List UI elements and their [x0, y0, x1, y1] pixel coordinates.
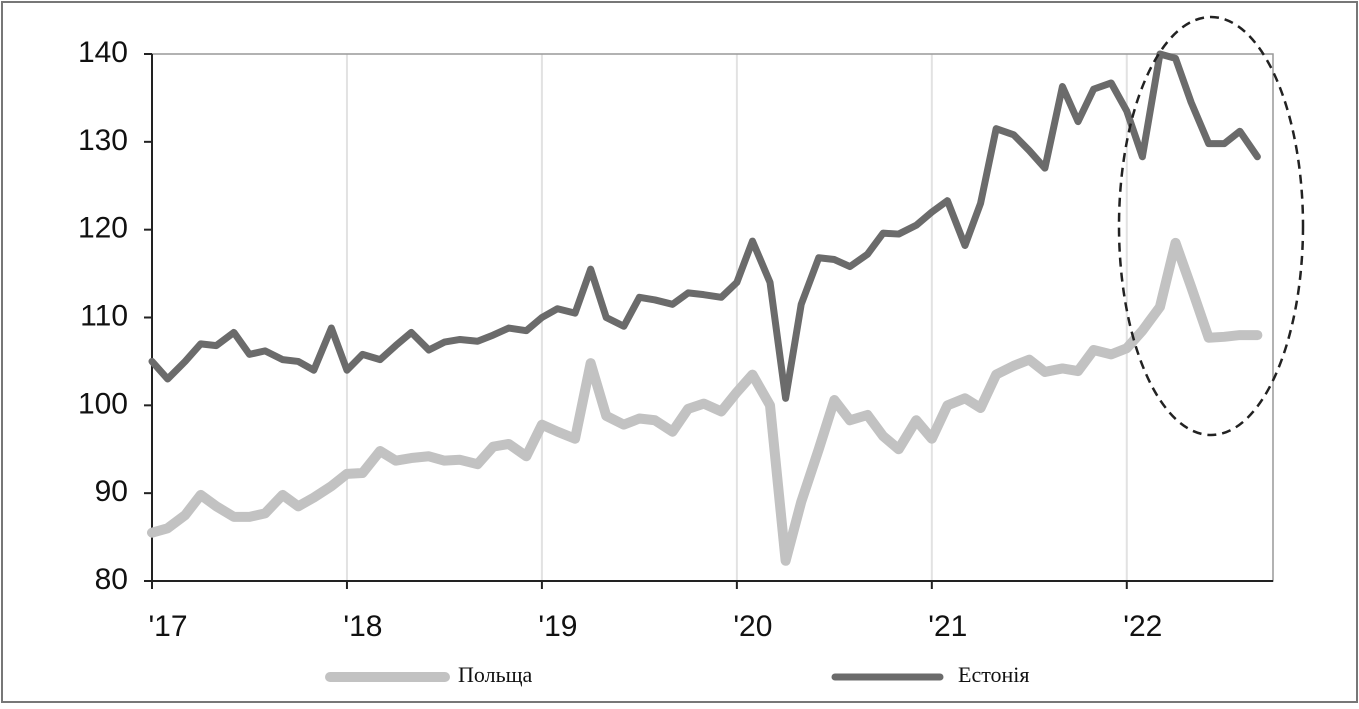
series-line: [147, 237, 1263, 566]
y-tick-label: 80: [95, 563, 128, 596]
y-tick-label: 100: [78, 387, 128, 420]
y-tick-label: 130: [78, 124, 128, 157]
legend-label: Естонія: [958, 662, 1030, 687]
x-tick-label: '20: [733, 610, 772, 643]
highlight-ellipse: [1117, 15, 1305, 437]
x-tick-label: '19: [538, 610, 577, 643]
legend-label: Польща: [458, 662, 533, 687]
y-tick-label: 110: [80, 299, 128, 332]
series-line: [148, 50, 1261, 402]
x-tick-label: '22: [1123, 610, 1162, 643]
y-tick-label: 90: [95, 475, 128, 508]
x-tick-label: '21: [928, 610, 967, 643]
x-tick-label: '18: [343, 610, 382, 643]
y-tick-label: 120: [78, 212, 128, 245]
y-tick-label: 140: [78, 36, 128, 69]
x-tick-label: '17: [148, 610, 187, 643]
